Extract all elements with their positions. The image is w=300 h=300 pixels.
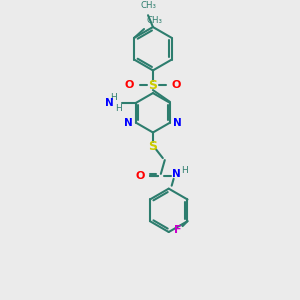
Text: H: H: [110, 92, 117, 101]
Text: S: S: [148, 79, 158, 92]
Text: H: H: [181, 167, 188, 176]
Text: F: F: [174, 225, 182, 235]
Text: CH₃: CH₃: [146, 16, 162, 25]
Text: S: S: [148, 140, 158, 153]
Text: N: N: [172, 169, 181, 179]
Text: H: H: [115, 104, 122, 113]
Text: O: O: [124, 80, 134, 90]
Text: O: O: [136, 171, 145, 181]
Text: N: N: [105, 98, 114, 108]
Text: O: O: [172, 80, 181, 90]
Text: N: N: [124, 118, 133, 128]
Text: CH₃: CH₃: [140, 1, 156, 10]
Text: N: N: [173, 118, 182, 128]
